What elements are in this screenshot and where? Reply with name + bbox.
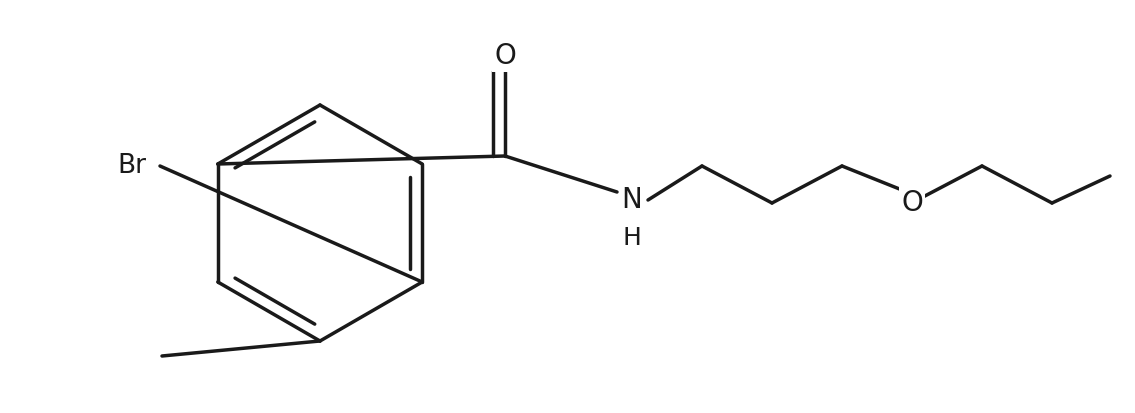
Text: Br: Br: [118, 153, 146, 179]
Text: N: N: [622, 186, 642, 214]
Text: O: O: [901, 189, 923, 217]
Text: O: O: [494, 42, 516, 70]
Text: H: H: [623, 226, 641, 250]
